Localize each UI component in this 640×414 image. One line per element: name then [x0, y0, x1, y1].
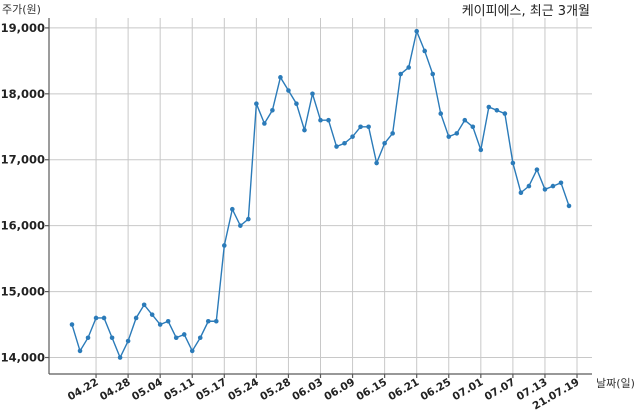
- x-tick-labels: 04.2204.2805.0405.1105.1705.2405.2806.03…: [66, 374, 582, 413]
- x-tick-label: 06.15: [354, 376, 389, 403]
- x-tick-label: 05.28: [258, 376, 293, 403]
- y-axis-label: 주가(원): [2, 3, 41, 16]
- data-point: [494, 108, 500, 113]
- data-point: [101, 315, 107, 321]
- data-point: [197, 335, 203, 341]
- data-point: [318, 117, 323, 123]
- data-point: [382, 140, 387, 146]
- grid-lines: [49, 18, 592, 374]
- x-tick-label: 04.28: [98, 376, 133, 403]
- y-tick-label: 16,000: [1, 219, 45, 233]
- x-tick-label: 05.04: [130, 376, 165, 403]
- data-point: [470, 124, 476, 130]
- data-point: [502, 111, 508, 116]
- x-tick-label: 06.25: [418, 376, 453, 403]
- y-tick-label: 18,000: [1, 87, 45, 101]
- data-point: [149, 312, 155, 317]
- data-point: [157, 322, 163, 327]
- data-point: [165, 318, 171, 324]
- data-point: [430, 71, 436, 77]
- data-point: [238, 223, 243, 228]
- data-point: [254, 101, 259, 106]
- data-point: [213, 318, 219, 324]
- data-point: [133, 315, 139, 321]
- data-point: [230, 206, 235, 212]
- data-point: [189, 348, 195, 354]
- x-tick-label: 07.01: [451, 376, 486, 403]
- x-tick-label: 07.07: [483, 376, 518, 403]
- data-points: [69, 28, 572, 360]
- y-tick-labels: 14,000 15,000 16,000 17,000 18,000 19,000: [1, 21, 49, 365]
- data-point: [566, 203, 572, 209]
- data-point: [558, 180, 564, 186]
- data-point: [310, 91, 315, 97]
- data-point: [358, 124, 363, 130]
- x-tick-label: 05.11: [162, 376, 197, 403]
- data-point: [270, 108, 275, 113]
- data-point: [141, 302, 147, 308]
- x-tick-label: 05.17: [194, 376, 229, 403]
- data-point: [550, 183, 556, 189]
- data-point: [173, 335, 179, 341]
- data-point: [422, 48, 428, 54]
- data-point: [334, 144, 339, 149]
- data-point: [262, 121, 267, 126]
- data-point: [462, 117, 468, 123]
- data-point: [294, 101, 299, 106]
- x-tick-label: 06.21: [386, 376, 421, 403]
- data-point: [286, 88, 291, 93]
- data-point: [526, 183, 532, 189]
- data-point: [478, 147, 484, 153]
- data-point: [85, 335, 91, 341]
- data-point: [398, 71, 403, 77]
- x-tick-label: 05.24: [226, 376, 261, 403]
- data-point: [390, 131, 395, 136]
- x-axis-label: 날짜(일): [596, 376, 635, 390]
- data-point: [205, 318, 211, 324]
- data-point: [125, 338, 131, 344]
- data-point: [454, 131, 460, 136]
- x-tick-label: 06.09: [322, 376, 357, 403]
- data-point: [518, 190, 524, 195]
- data-point: [374, 160, 379, 166]
- data-point: [350, 134, 355, 139]
- data-point: [342, 140, 347, 146]
- data-point: [542, 187, 548, 192]
- data-point: [534, 167, 540, 172]
- data-point: [222, 243, 227, 248]
- y-tick-label: 14,000: [1, 351, 45, 365]
- data-point: [438, 111, 444, 116]
- data-point: [302, 127, 307, 133]
- y-tick-label: 19,000: [1, 21, 45, 35]
- y-tick-label: 17,000: [1, 153, 45, 167]
- y-tick-label: 15,000: [1, 285, 45, 299]
- data-point: [69, 322, 75, 327]
- chart-title: 케이피에스, 최근 3개월: [462, 4, 590, 19]
- data-point: [446, 134, 452, 139]
- x-tick-label: 04.22: [66, 376, 101, 403]
- data-point: [414, 28, 419, 34]
- data-point: [109, 335, 115, 341]
- data-point: [510, 160, 516, 166]
- data-point: [326, 117, 331, 123]
- data-point: [366, 124, 371, 130]
- data-point: [278, 75, 283, 80]
- data-point: [181, 332, 187, 337]
- data-point: [93, 315, 99, 321]
- x-tick-label: 06.03: [290, 376, 325, 403]
- data-point: [406, 65, 411, 70]
- data-point: [246, 216, 251, 222]
- data-point: [486, 104, 492, 110]
- data-point: [117, 355, 123, 360]
- data-point: [77, 348, 83, 354]
